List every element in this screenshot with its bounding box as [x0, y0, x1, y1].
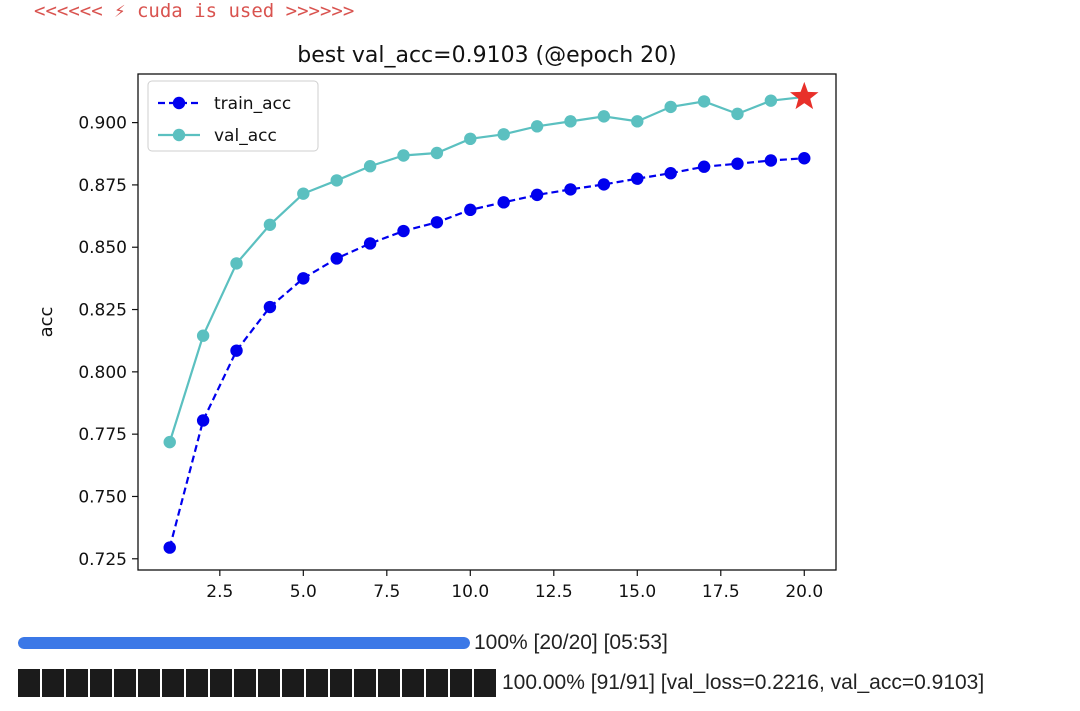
batch-progress-block [42, 669, 64, 697]
point-val_acc [297, 187, 310, 200]
point-train_acc [330, 252, 343, 265]
point-val_acc [564, 115, 577, 128]
y-tick-label: 0.900 [78, 114, 127, 134]
epoch-progress-bar [18, 637, 470, 649]
y-tick-label: 0.825 [78, 301, 127, 321]
point-val_acc [731, 107, 744, 121]
batch-progress-block [426, 669, 448, 697]
point-train_acc [631, 172, 644, 185]
batch-progress-block [162, 669, 184, 697]
point-val_acc [196, 329, 210, 342]
best-star-marker [790, 81, 819, 110]
point-val_acc [497, 128, 510, 141]
point-train_acc [764, 154, 778, 167]
point-train_acc [798, 152, 811, 165]
batch-progress-bar [18, 669, 498, 697]
x-tick-label: 15.0 [618, 582, 656, 602]
batch-progress-block [18, 669, 40, 697]
point-val_acc [263, 218, 277, 231]
point-val_acc [664, 100, 677, 114]
plot-frame [137, 73, 837, 571]
point-train_acc [297, 272, 310, 285]
point-val_acc [363, 160, 377, 173]
batch-progress-block [258, 669, 280, 697]
point-train_acc [497, 196, 510, 209]
x-tick-label: 17.5 [702, 582, 740, 602]
x-tick-label: 2.5 [206, 582, 233, 602]
batch-progress-block [210, 669, 232, 697]
x-tick-label: 12.5 [535, 582, 573, 602]
point-train_acc [697, 160, 711, 173]
point-train_acc [397, 224, 410, 238]
y-tick-label: 0.750 [78, 487, 127, 507]
y-tick-label: 0.775 [78, 425, 127, 445]
point-train_acc [530, 188, 544, 202]
legend-marker-val_acc [172, 128, 186, 142]
epoch-progress-fill [18, 637, 470, 649]
point-val_acc [464, 132, 477, 146]
batch-progress-block [330, 669, 352, 697]
point-train_acc [363, 237, 377, 250]
point-train_acc [564, 183, 577, 196]
y-axis-label: acc [36, 307, 57, 338]
legend-box [147, 80, 319, 152]
point-train_acc [263, 300, 277, 314]
point-train_acc [163, 541, 176, 554]
point-val_acc [163, 435, 176, 449]
point-train_acc [597, 178, 611, 191]
point-train_acc [464, 203, 477, 217]
y-tick-label: 0.800 [78, 363, 127, 383]
point-val_acc [697, 95, 711, 108]
legend-marker-train_acc [172, 96, 186, 110]
point-val_acc [764, 94, 778, 107]
point-train_acc [664, 167, 677, 180]
batch-progress-block [450, 669, 472, 697]
epoch-progress: 100% [20/20] [05:53] [18, 628, 668, 658]
y-tick-label: 0.725 [78, 550, 127, 570]
batch-progress-block [186, 669, 208, 697]
batch-progress-block [114, 669, 136, 697]
batch-progress-block [66, 669, 88, 697]
batch-progress-block [306, 669, 328, 697]
cuda-status-message: <<<<<< ⚡ cuda is used >>>>>> [34, 0, 355, 22]
x-tick-label: 5.0 [290, 582, 317, 602]
x-tick-label: 7.5 [373, 582, 400, 602]
batch-progress-block [138, 669, 160, 697]
point-train_acc [230, 344, 243, 357]
batch-progress-block [234, 669, 256, 697]
batch-progress-block [378, 669, 400, 697]
point-train_acc [731, 157, 744, 170]
point-val_acc [330, 174, 343, 187]
batch-progress-block [90, 669, 112, 697]
legend-label-val_acc: val_acc [214, 126, 277, 146]
batch-progress-block [354, 669, 376, 697]
legend-label-train_acc: train_acc [214, 94, 291, 114]
chart-title: best val_acc=0.9103 (@epoch 20) [297, 43, 676, 68]
y-tick-label: 0.875 [78, 176, 127, 196]
batch-progress: 100.00% [91/91] [val_loss=0.2216, val_ac… [18, 668, 984, 698]
series-line-train_acc [168, 157, 805, 548]
y-tick-label: 0.850 [78, 238, 127, 258]
point-train_acc [196, 414, 210, 427]
epoch-progress-label: 100% [20/20] [05:53] [474, 631, 668, 654]
point-val_acc [597, 110, 611, 123]
batch-progress-label: 100.00% [91/91] [val_loss=0.2216, val_ac… [502, 671, 985, 694]
point-val_acc [397, 149, 410, 162]
point-train_acc [430, 216, 444, 229]
batch-progress-block [474, 669, 496, 697]
point-val_acc [530, 120, 544, 133]
x-tick-label: 20.0 [785, 582, 823, 602]
point-val_acc [631, 115, 644, 128]
batch-progress-block [402, 669, 424, 697]
x-tick-label: 10.0 [451, 582, 489, 602]
point-val_acc [430, 146, 444, 160]
batch-progress-block [282, 669, 304, 697]
point-val_acc [230, 257, 243, 270]
accuracy-chart: best val_acc=0.9103 (@epoch 20) 2.5 5.0 7.5… [36, 43, 837, 602]
